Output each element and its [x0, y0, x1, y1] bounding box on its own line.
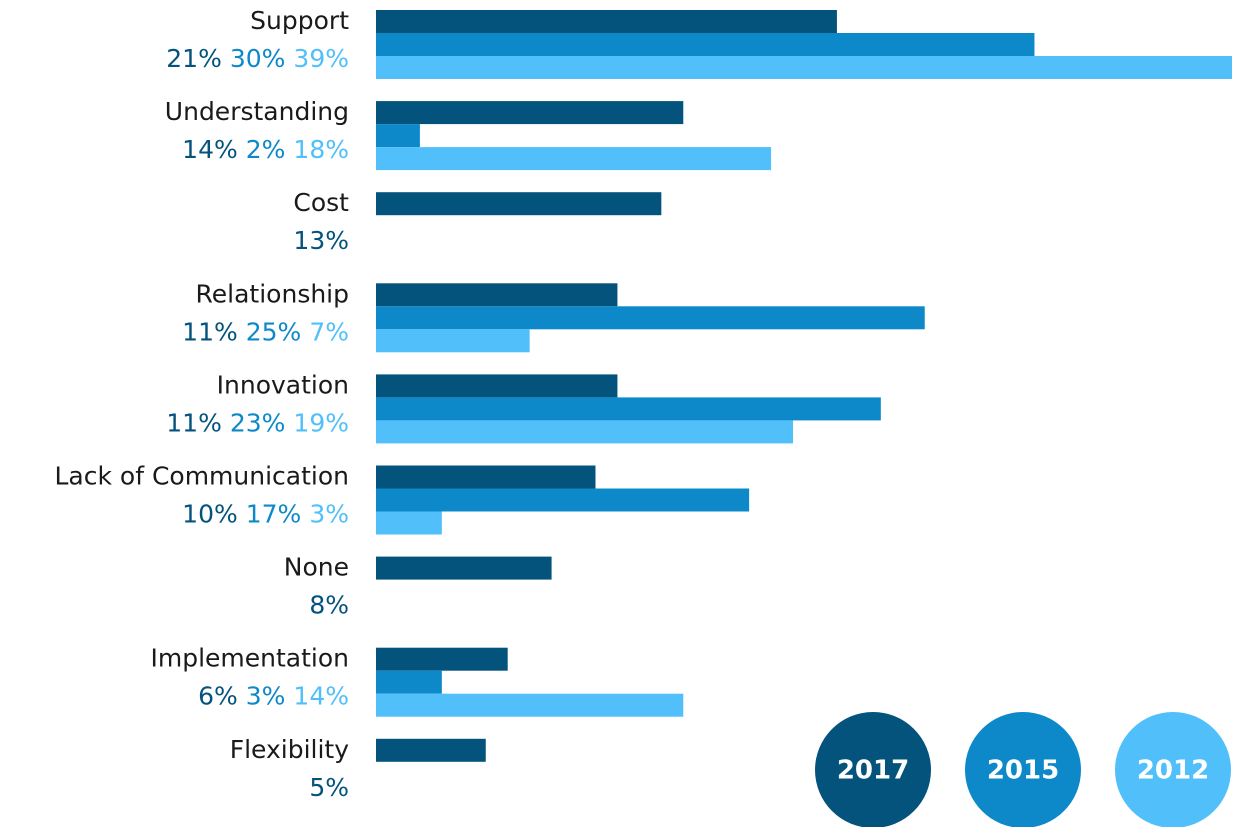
value-label: 14% [182, 135, 238, 164]
bar [376, 511, 442, 535]
value-label: 11% [182, 317, 238, 346]
bar [376, 329, 530, 353]
value-labels: 11% 25% 7% [182, 317, 349, 346]
bar [376, 33, 1035, 56]
value-labels: 11% 23% 19% [166, 408, 349, 437]
bar [376, 56, 1232, 79]
category-label: None [284, 553, 349, 582]
value-label: 10% [182, 500, 238, 529]
category-label: Implementation [150, 644, 349, 673]
value-label: 23% [230, 408, 286, 437]
legend-marker [815, 712, 931, 827]
value-label: 3% [309, 500, 349, 529]
bar [376, 647, 508, 671]
value-label: 21% [166, 44, 222, 73]
category-label: Flexibility [230, 735, 350, 764]
value-label: 7% [309, 317, 349, 346]
category-label: Lack of Communication [54, 462, 349, 491]
value-labels: 21% 30% 39% [166, 44, 349, 73]
value-label: 11% [166, 408, 222, 437]
value-label: 6% [198, 682, 238, 711]
bar [376, 693, 684, 717]
value-label: 13% [293, 226, 349, 255]
bar [376, 465, 596, 489]
legend-marker [1115, 712, 1231, 827]
value-label: 17% [246, 500, 302, 529]
bar [376, 306, 925, 330]
category-label: Relationship [196, 279, 349, 308]
value-label: 14% [293, 682, 349, 711]
category-label: Cost [293, 188, 349, 217]
value-label: 19% [293, 408, 349, 437]
bar [376, 101, 684, 125]
value-labels: 13% [293, 226, 349, 255]
legend-label: 2017 [837, 756, 909, 786]
value-labels: 6% 3% 14% [198, 682, 349, 711]
legend-label: 2015 [987, 756, 1059, 786]
bar [376, 10, 837, 33]
bar [376, 147, 772, 171]
value-label: 18% [293, 135, 349, 164]
legend-marker [965, 712, 1081, 827]
value-labels: 10% 17% 3% [182, 500, 349, 529]
bar [376, 556, 552, 580]
category-label: Innovation [217, 370, 349, 399]
value-label: 8% [309, 591, 349, 620]
bar [376, 488, 750, 512]
value-labels: 14% 2% 18% [182, 135, 349, 164]
bar [376, 283, 618, 307]
bar [376, 670, 442, 694]
value-label: 2% [246, 135, 286, 164]
value-label: 39% [293, 44, 349, 73]
bar [376, 124, 420, 148]
value-labels: 5% [309, 773, 349, 802]
value-labels: 8% [309, 591, 349, 620]
bar [376, 738, 486, 762]
value-label: 5% [309, 773, 349, 802]
bar [376, 397, 881, 421]
category-label: Support [250, 6, 349, 35]
value-label: 30% [230, 44, 286, 73]
value-label: 25% [246, 317, 302, 346]
value-label: 3% [246, 682, 286, 711]
bar [376, 192, 662, 216]
legend-label: 2012 [1137, 756, 1209, 786]
bar [376, 420, 794, 444]
category-label: Understanding [165, 97, 349, 126]
bar [376, 374, 618, 398]
